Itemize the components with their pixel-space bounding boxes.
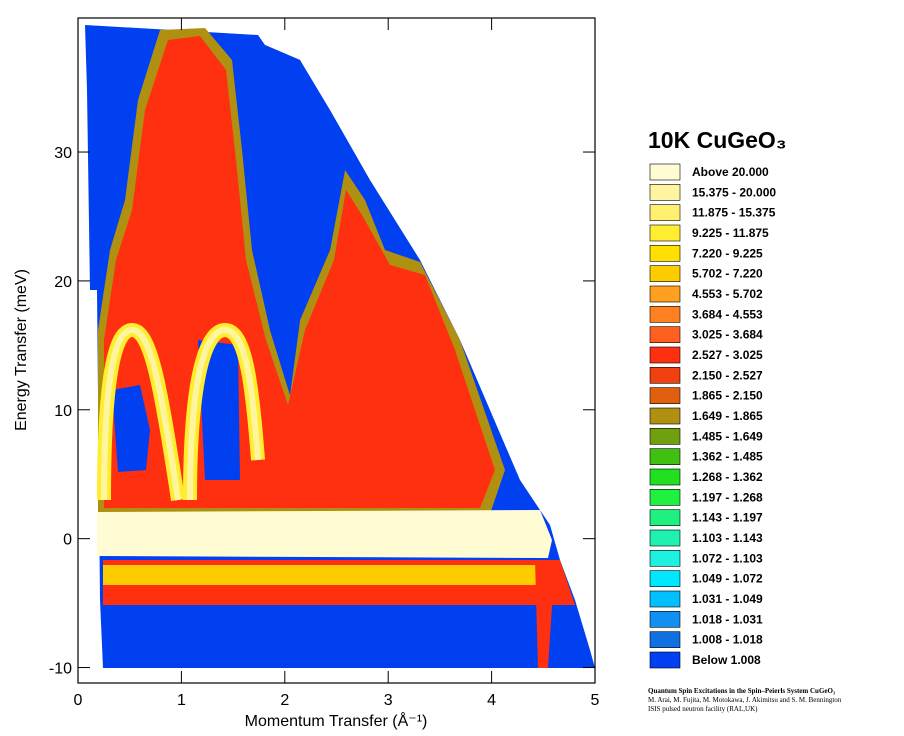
legend-label: 1.072 - 1.103 bbox=[692, 551, 763, 565]
legend-swatch bbox=[649, 590, 681, 608]
legend-swatch bbox=[649, 163, 681, 181]
legend-swatch bbox=[649, 448, 681, 465]
contour-region bbox=[103, 565, 550, 585]
y-tick-label: 10 bbox=[54, 403, 72, 420]
legend-label: 5.702 - 7.220 bbox=[692, 267, 763, 281]
contour-field bbox=[85, 25, 595, 668]
legend-label: 1.865 - 2.150 bbox=[692, 389, 763, 403]
legend-label: 1.049 - 1.072 bbox=[692, 572, 763, 586]
legend-swatch bbox=[649, 509, 681, 526]
legend-swatch bbox=[649, 245, 681, 262]
legend-swatch bbox=[649, 265, 681, 282]
y-tick-label: 30 bbox=[54, 145, 72, 162]
citation: ISIS pulsed neutron facility (RAL,UK) bbox=[648, 705, 758, 713]
y-axis-title: Energy Transfer (meV) bbox=[13, 269, 30, 431]
legend-label: 1.485 - 1.649 bbox=[692, 429, 763, 443]
legend-label: 11.875 - 15.375 bbox=[692, 206, 776, 220]
legend-swatch bbox=[649, 204, 681, 221]
legend-swatch bbox=[649, 285, 681, 303]
x-axis-title: Momentum Transfer (Å⁻¹) bbox=[245, 711, 428, 730]
legend-swatch bbox=[649, 570, 681, 587]
contour-band bbox=[101, 326, 181, 501]
y-tick-label: -10 bbox=[49, 661, 72, 678]
legend-label: 1.649 - 1.865 bbox=[692, 409, 763, 423]
legend-swatch bbox=[649, 224, 681, 242]
legend-swatch bbox=[649, 468, 681, 486]
legend-label: Below 1.008 bbox=[692, 653, 761, 667]
legend-label: 4.553 - 5.702 bbox=[692, 287, 763, 301]
legend-swatch bbox=[649, 529, 681, 547]
legend-swatch bbox=[649, 550, 681, 567]
contour-region bbox=[112, 385, 150, 472]
legend-label: 1.008 - 1.018 bbox=[692, 633, 763, 647]
legend-swatch bbox=[649, 428, 681, 445]
contour-region bbox=[255, 45, 345, 395]
x-tick-label: 0 bbox=[74, 692, 83, 709]
citation: Quantum Spin Excitations in the Spin–Pei… bbox=[648, 687, 835, 695]
plot-frame bbox=[77, 17, 596, 684]
x-tick-label: 4 bbox=[487, 692, 496, 709]
x-tick-label: 3 bbox=[384, 692, 393, 709]
legend-label: 1.103 - 1.143 bbox=[692, 531, 763, 545]
legend-swatch bbox=[649, 346, 681, 364]
contour-region bbox=[198, 340, 240, 480]
legend-swatch bbox=[649, 407, 681, 425]
legend-swatch bbox=[649, 367, 681, 384]
legend-swatch bbox=[649, 184, 681, 201]
contour-region bbox=[535, 560, 555, 668]
legend-label: 3.684 - 4.553 bbox=[692, 307, 763, 321]
legend-label: 1.143 - 1.197 bbox=[692, 511, 763, 525]
legend-title: 10K CuGeO₃ bbox=[648, 127, 786, 153]
x-tick-label: 5 bbox=[591, 692, 600, 709]
legend-label: 2.527 - 3.025 bbox=[692, 348, 763, 362]
legend-swatch bbox=[649, 651, 681, 669]
legend-label: 2.150 - 2.527 bbox=[692, 368, 763, 382]
legend-swatch bbox=[649, 489, 681, 506]
legend-label: 9.225 - 11.875 bbox=[692, 226, 769, 240]
legend-swatch bbox=[649, 326, 681, 343]
legend-label: 3.025 - 3.684 bbox=[692, 328, 763, 342]
legend-label: 1.268 - 1.362 bbox=[692, 470, 763, 484]
legend-label: 7.220 - 9.225 bbox=[692, 246, 763, 260]
legend-swatch bbox=[649, 387, 681, 404]
citation: M. Arai, M. Fujita, M. Motokawa, J. Akim… bbox=[648, 696, 842, 704]
legend-label: 1.018 - 1.031 bbox=[692, 612, 763, 626]
legend-swatch bbox=[649, 631, 681, 648]
legend-label: 1.197 - 1.268 bbox=[692, 490, 763, 504]
contour-band bbox=[187, 326, 261, 501]
y-tick-label: 0 bbox=[63, 532, 72, 549]
x-tick-label: 1 bbox=[177, 692, 186, 709]
x-tick-label: 2 bbox=[280, 692, 289, 709]
contour-region bbox=[97, 510, 552, 558]
legend-label: 15.375 - 20.000 bbox=[692, 185, 776, 199]
legend-swatch bbox=[649, 611, 681, 628]
y-tick-label: 20 bbox=[54, 274, 72, 291]
legend-label: 1.362 - 1.485 bbox=[692, 450, 763, 464]
legend-label: 1.031 - 1.049 bbox=[692, 592, 763, 606]
legend-label: Above 20.000 bbox=[692, 165, 769, 179]
legend-swatch bbox=[649, 306, 681, 323]
